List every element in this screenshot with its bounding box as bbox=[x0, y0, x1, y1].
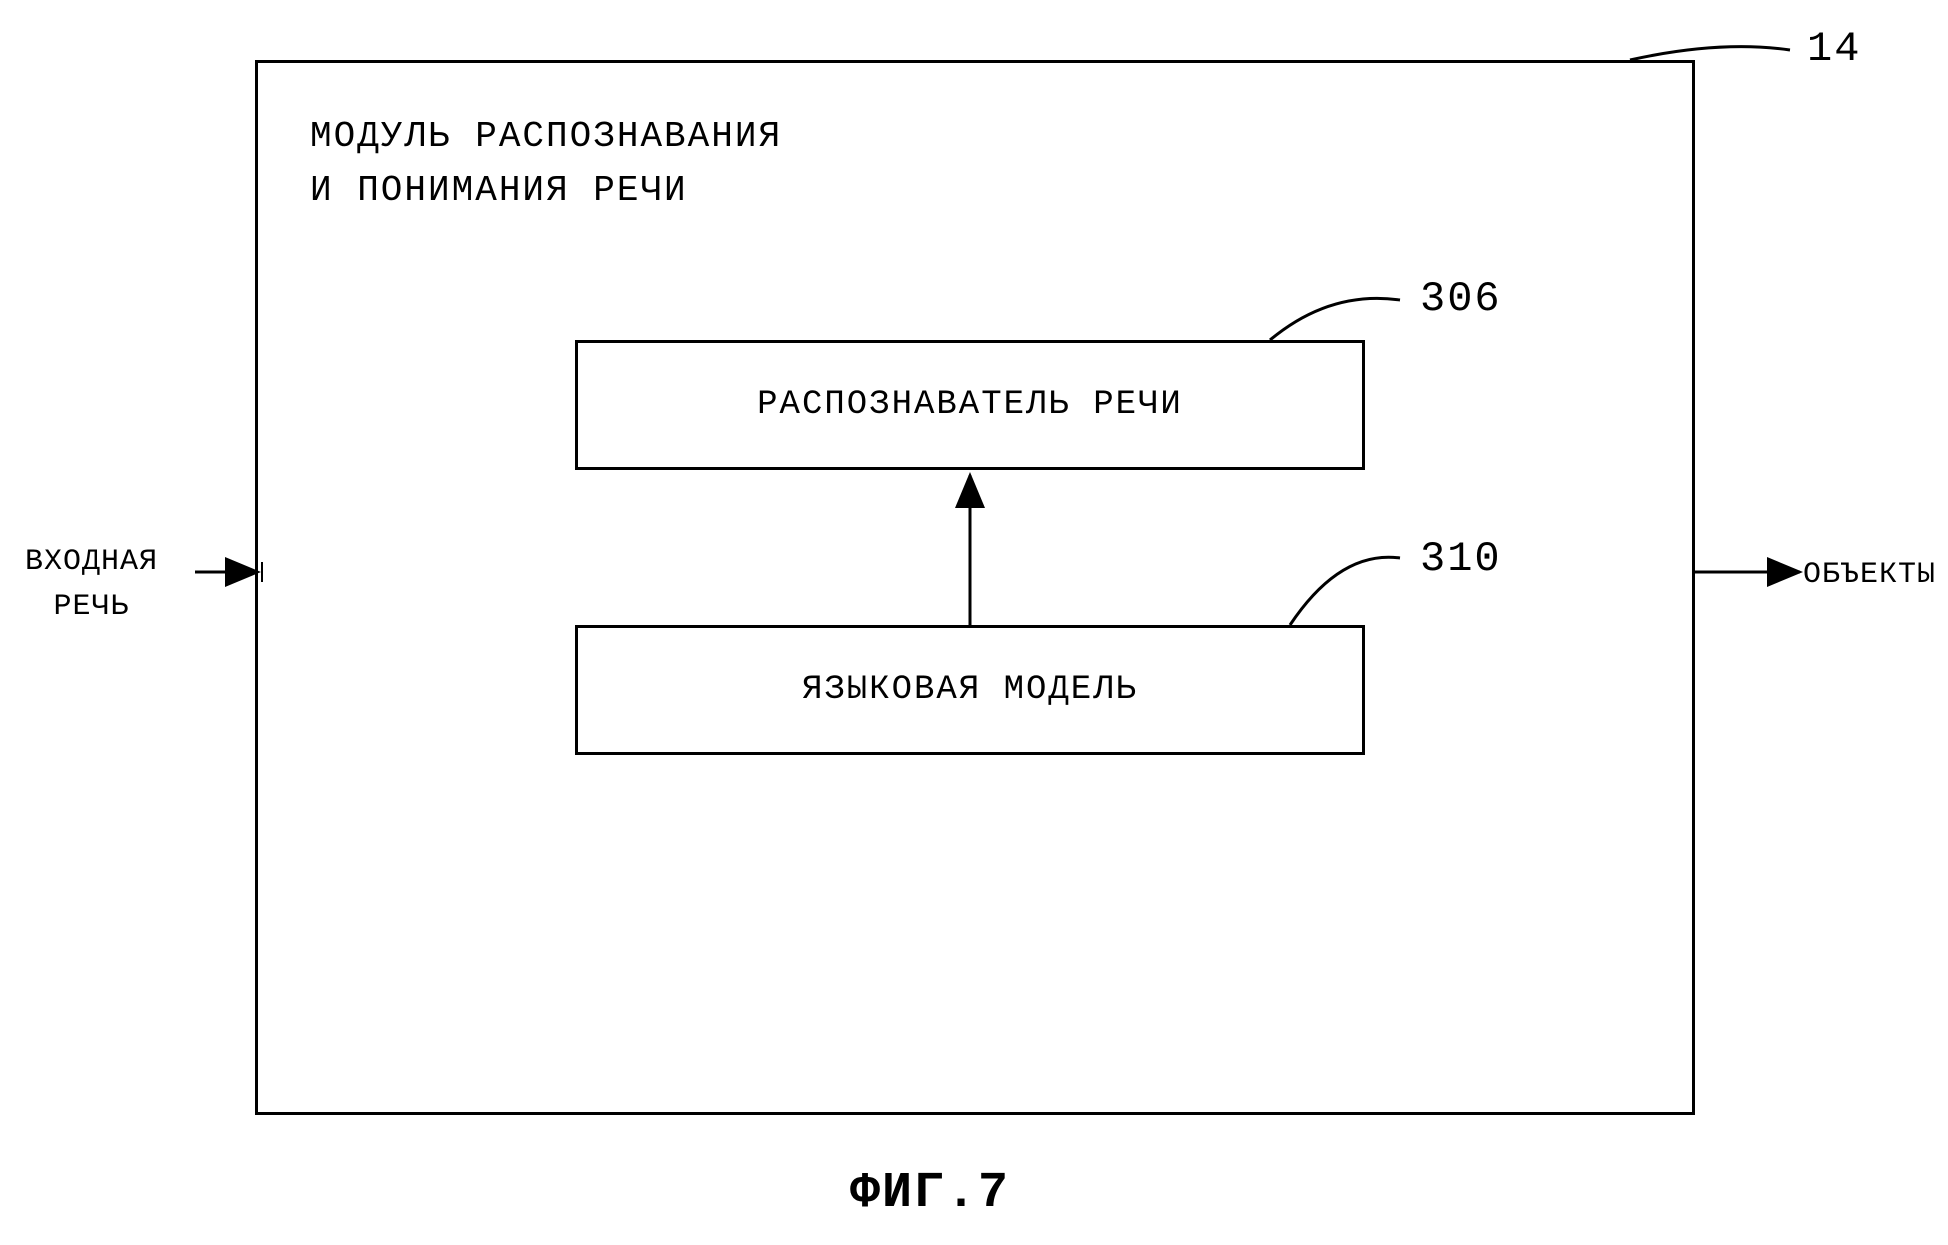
module-container bbox=[255, 60, 1695, 1115]
ref-14: 14 bbox=[1807, 25, 1861, 73]
diagram-canvas: МОДУЛЬ РАСПОЗНАВАНИЯ И ПОНИМАНИЯ РЕЧИ РА… bbox=[0, 0, 1948, 1245]
module-title: МОДУЛЬ РАСПОЗНАВАНИЯ И ПОНИМАНИЯ РЕЧИ bbox=[310, 110, 782, 218]
model-label: ЯЗЫКОВАЯ МОДЕЛЬ bbox=[802, 671, 1138, 709]
module-title-line2: И ПОНИМАНИЯ РЕЧИ bbox=[310, 170, 688, 211]
input-label: ВХОДНАЯ РЕЧЬ bbox=[25, 540, 158, 630]
language-model-box: ЯЗЫКОВАЯ МОДЕЛЬ bbox=[575, 625, 1365, 755]
output-label: ОБЪЕКТЫ bbox=[1803, 558, 1936, 592]
recognizer-label: РАСПОЗНАВАТЕЛЬ РЕЧИ bbox=[757, 386, 1183, 424]
recognizer-box: РАСПОЗНАВАТЕЛЬ РЕЧИ bbox=[575, 340, 1365, 470]
figure-caption: ФИГ.7 bbox=[850, 1165, 1010, 1222]
leader-14 bbox=[1630, 47, 1790, 60]
input-line2: РЕЧЬ bbox=[54, 590, 130, 624]
input-line1: ВХОДНАЯ bbox=[25, 545, 158, 579]
module-title-line1: МОДУЛЬ РАСПОЗНАВАНИЯ bbox=[310, 116, 782, 157]
ref-306: 306 bbox=[1420, 275, 1502, 323]
ref-310: 310 bbox=[1420, 535, 1502, 583]
